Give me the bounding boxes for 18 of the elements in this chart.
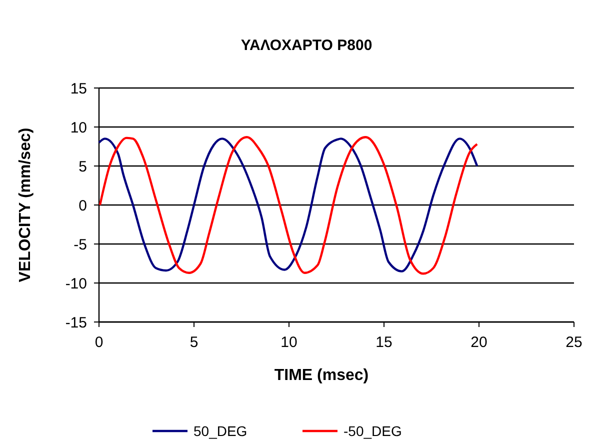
- x-tick-label: 25: [566, 334, 582, 351]
- x-tick-label: 10: [280, 334, 298, 351]
- legend-label: 50_DEG: [194, 422, 248, 439]
- y-tick-label: 0: [78, 197, 87, 214]
- x-tick-label: 20: [470, 334, 488, 351]
- y-tick-label: 15: [70, 80, 87, 98]
- y-tick-label: -10: [65, 275, 87, 292]
- y-tick-label: 10: [70, 119, 87, 136]
- x-axis-title: TIME (msec): [274, 367, 369, 384]
- y-tick-label: 5: [78, 158, 87, 176]
- legend-label: -50_DEG: [344, 422, 402, 439]
- x-tick-label: 0: [94, 334, 104, 351]
- x-tick-label: 5: [190, 334, 198, 351]
- y-tick-label: -15: [65, 314, 87, 332]
- x-tick-label: 15: [376, 334, 392, 351]
- y-axis-title: VELOCITY (mm/sec): [17, 128, 34, 282]
- y-tick-label: -5: [74, 236, 87, 254]
- chart-title: ΥΑΛΟΧΑΡΤΟ P800: [240, 37, 372, 54]
